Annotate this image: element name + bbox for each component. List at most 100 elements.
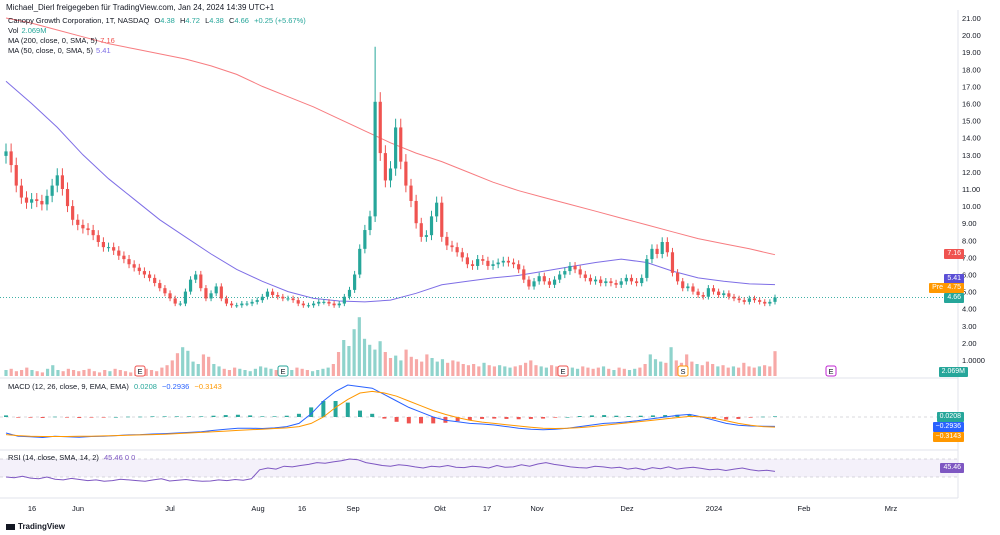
candle-body <box>583 274 587 278</box>
volume-bar <box>300 368 304 376</box>
volume-bar <box>440 359 445 376</box>
time-tick-label: Feb <box>798 504 811 513</box>
macd-histogram-bar <box>748 417 753 418</box>
price-tick-label: 16.00 <box>962 100 981 109</box>
candle-body <box>209 293 213 299</box>
candle-body <box>332 303 336 306</box>
volume-bar <box>9 368 13 376</box>
volume-bar <box>544 367 548 376</box>
volume-bar <box>596 367 600 376</box>
tradingview-logo[interactable]: TradingView <box>6 522 65 531</box>
macd-histogram-bar <box>150 416 155 417</box>
volume-bar <box>612 370 616 376</box>
volume-bar <box>627 370 632 376</box>
volume-bar <box>498 365 502 376</box>
volume-bar <box>534 365 538 376</box>
volume-bar <box>773 351 777 376</box>
candle-body <box>81 224 85 229</box>
candle-body <box>486 260 490 266</box>
volume-bar <box>342 340 346 376</box>
volume-bar <box>414 359 419 376</box>
price-tick-label: 9.00 <box>962 219 977 228</box>
candle-body <box>76 219 80 225</box>
ma200-legend[interactable]: MA (200, close, 0, SMA, 5) 7.16 <box>8 36 115 46</box>
macd-histogram-bar <box>455 417 460 422</box>
candle-body <box>122 255 126 260</box>
candle-body <box>219 286 223 299</box>
event-marker <box>677 365 689 377</box>
candle-body <box>296 300 300 304</box>
logo-text: TradingView <box>18 522 65 531</box>
volume-bar <box>409 356 413 376</box>
volume-bar <box>435 361 439 376</box>
candle-body <box>552 279 557 285</box>
volume-bar <box>591 368 595 376</box>
ma50-badge: 5.41 <box>944 274 964 284</box>
macd-histogram-bar <box>431 417 436 424</box>
macd-histogram-bar <box>333 401 338 417</box>
rsi-label: RSI (14, close, SMA, 14, 2) <box>8 453 99 462</box>
candle-body <box>317 301 321 304</box>
volume-bar <box>368 344 372 376</box>
macd-histogram-bar <box>174 416 179 417</box>
macd-histogram-bar <box>382 417 387 419</box>
price-tick-label: 8.00 <box>962 236 977 245</box>
price-tick-label: 11.00 <box>962 185 980 194</box>
ma50-legend[interactable]: MA (50, close, 0, SMA, 5) 5.41 <box>8 46 111 56</box>
price-tick-label: 10.00 <box>962 202 981 211</box>
volume-bar <box>14 371 18 376</box>
volume-bar <box>466 365 471 376</box>
volume-bar <box>456 361 460 376</box>
candle-body <box>378 101 382 154</box>
candle-body <box>178 303 182 305</box>
macd-line-badge: −0.2936 <box>932 422 964 432</box>
high-label: H <box>179 16 186 25</box>
candle-body <box>650 248 654 260</box>
candle-body <box>634 281 639 284</box>
time-axis[interactable]: 16 Jun Jul Aug 16 Sep Okt 17 Nov Dez 2024 Feb Mrz <box>28 504 898 513</box>
candle-body <box>373 101 377 217</box>
volume-bar <box>357 317 361 376</box>
candle-body <box>229 303 234 306</box>
candle-body <box>55 175 59 186</box>
volume-bar <box>404 349 408 376</box>
volume-bar <box>378 341 382 376</box>
macd-histogram-bar <box>516 417 521 420</box>
macd-histogram-bar <box>406 417 411 424</box>
time-tick-label: Jun <box>72 504 84 513</box>
volume-legend[interactable]: Vol 2.069M <box>8 26 46 36</box>
macd-histogram-bar <box>162 416 167 417</box>
macd-histogram-bar <box>614 415 619 417</box>
volume-bar <box>331 364 335 376</box>
macd-hist-badge: 0.0208 <box>936 412 964 422</box>
volume-bar <box>549 365 554 376</box>
price-axis[interactable]: 21.00 20.00 19.00 18.00 17.00 16.00 15.00 14.00… <box>962 14 985 365</box>
volume-bar <box>305 370 309 376</box>
candle-body <box>24 197 29 203</box>
macd-histogram-bar <box>272 416 277 417</box>
volume-bar <box>181 347 185 376</box>
ma50-line <box>5 80 776 303</box>
candle-body <box>147 274 152 278</box>
macd-histogram-bar <box>773 416 777 417</box>
macd-histogram-bar <box>602 415 607 417</box>
volume-bar <box>643 364 647 376</box>
candle-body <box>676 272 680 282</box>
volume-bar <box>25 367 29 376</box>
candle-body <box>609 281 613 284</box>
candle-body <box>681 281 685 289</box>
volume-bar <box>352 329 356 376</box>
candle-body <box>573 265 577 270</box>
time-tick-label: Nov <box>530 504 544 513</box>
volume-bar <box>700 365 704 376</box>
volume-bar <box>123 371 128 376</box>
symbol-legend[interactable]: Canopy Growth Corporation, 1T, NASDAQ O4… <box>8 16 306 26</box>
volume-bar <box>274 370 278 376</box>
rsi-legend[interactable]: RSI (14, close, SMA, 14, 2) 45.46 0 0 <box>8 453 135 463</box>
volume-bar <box>518 365 522 376</box>
candle-body <box>568 265 572 272</box>
volume-bar <box>524 362 528 376</box>
macd-histogram-bar <box>541 417 546 419</box>
macd-legend[interactable]: MACD (12, 26, close, 9, EMA, EMA) 0.0208… <box>8 382 222 392</box>
